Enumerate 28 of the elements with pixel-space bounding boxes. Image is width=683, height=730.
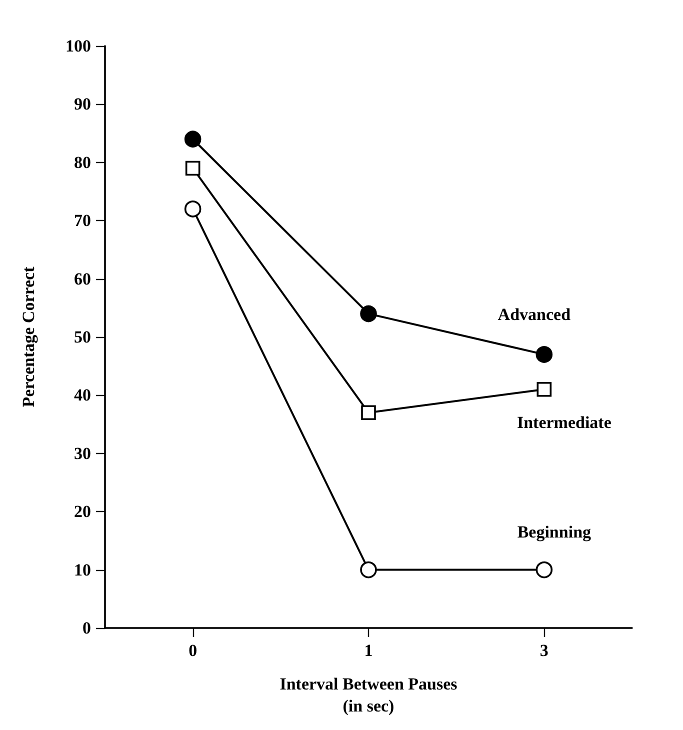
point <box>184 200 202 218</box>
point <box>360 561 377 578</box>
y-tick-label: 40 <box>74 386 91 405</box>
y-tick-label: 80 <box>74 152 91 172</box>
point <box>536 382 552 397</box>
series-label: Beginning <box>517 522 592 542</box>
point <box>361 405 376 420</box>
x-tick-label: 1 <box>364 641 373 660</box>
y-tick-label: 50 <box>74 328 91 346</box>
point <box>184 130 202 148</box>
y-tick-label: 90 <box>74 94 91 114</box>
y-tick-label: 20 <box>74 502 91 522</box>
y-axis-title: Percentage Correct <box>19 266 38 408</box>
series-label: Advanced <box>498 305 572 324</box>
y-tick-label: 10 <box>74 560 91 580</box>
series-label: Intermediate <box>516 412 612 432</box>
x-tick-label: 3 <box>540 641 548 660</box>
y-tick-label: 60 <box>74 269 91 288</box>
x-axis-title: Interval Between Pauses (in sec) <box>280 674 458 716</box>
point <box>360 305 377 322</box>
x-tick-label: 0 <box>188 641 198 660</box>
point <box>536 346 553 363</box>
y-tick-label: 0 <box>82 618 91 638</box>
point <box>536 561 553 578</box>
y-tick-label: 70 <box>74 211 91 230</box>
point <box>185 160 200 176</box>
y-tick-label: 30 <box>74 444 91 463</box>
y-tick-label: 100 <box>66 36 91 56</box>
